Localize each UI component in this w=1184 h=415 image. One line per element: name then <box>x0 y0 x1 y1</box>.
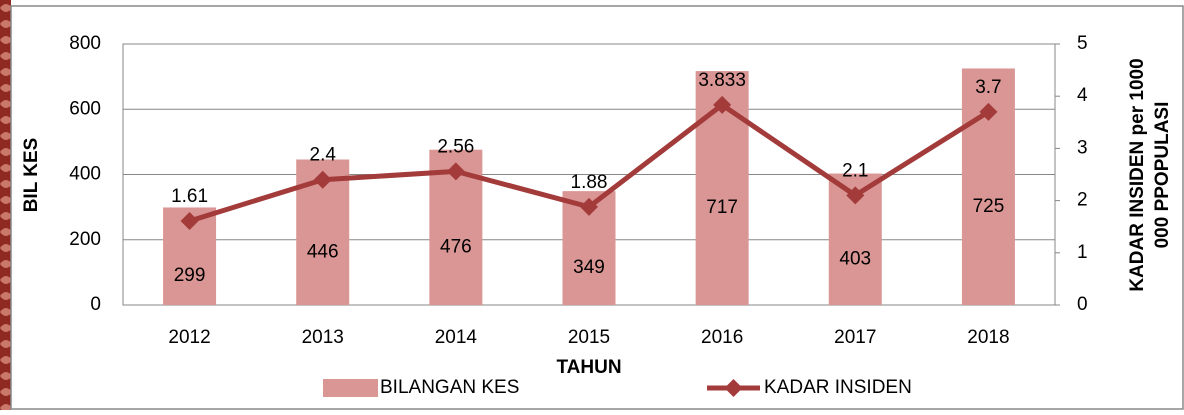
x-tick-label: 2013 <box>302 327 344 348</box>
line-marker <box>713 95 732 114</box>
x-tick-label: 2015 <box>568 327 610 348</box>
legend-label: BILANGAN KES <box>380 377 519 398</box>
legend-label: KADAR INSIDEN <box>764 377 912 398</box>
data-label: 3.833 <box>698 70 746 91</box>
y2-tick-label: 1 <box>1077 242 1088 263</box>
data-label: 349 <box>573 257 605 278</box>
y-tick-label: 200 <box>69 229 101 250</box>
data-label: 1.61 <box>171 186 208 207</box>
y-tick-label: 0 <box>90 294 101 315</box>
line-marker <box>446 162 465 181</box>
data-label: 2.1 <box>842 160 868 181</box>
data-label: 3.7 <box>975 77 1001 98</box>
data-label: 2.4 <box>310 145 337 166</box>
y2-axis-title: KADAR INSIDEN per 1000 <box>1127 58 1148 291</box>
data-label: 403 <box>839 248 871 269</box>
data-label: 476 <box>440 236 472 257</box>
legend-swatch <box>323 379 378 397</box>
x-axis-title: TAHUN <box>556 357 621 378</box>
y-tick-label: 400 <box>69 164 101 185</box>
x-tick-label: 2016 <box>701 327 743 348</box>
line-marker <box>313 170 332 189</box>
y2-tick-label: 2 <box>1077 190 1088 211</box>
data-label: 717 <box>706 197 738 218</box>
y2-tick-label: 5 <box>1077 33 1088 54</box>
decor-strip <box>0 0 11 410</box>
data-label: 1.88 <box>571 172 608 193</box>
y2-tick-label: 0 <box>1077 294 1088 315</box>
data-label: 2.56 <box>437 136 474 157</box>
line-marker <box>846 186 865 205</box>
x-tick-label: 2017 <box>834 327 876 348</box>
x-tick-label: 2014 <box>435 327 478 348</box>
y-tick-label: 800 <box>69 33 101 54</box>
data-label: 299 <box>174 265 206 286</box>
y2-tick-label: 4 <box>1077 85 1088 106</box>
line-marker <box>180 211 199 230</box>
data-label: 725 <box>973 196 1005 217</box>
y-tick-label: 600 <box>69 98 101 119</box>
y2-tick-label: 3 <box>1077 137 1088 158</box>
x-tick-label: 2018 <box>967 327 1009 348</box>
line-marker <box>979 102 998 121</box>
data-label: 446 <box>307 241 339 262</box>
legend-marker <box>724 379 743 397</box>
x-tick-label: 2012 <box>168 327 210 348</box>
line-marker <box>580 197 598 216</box>
y2-axis-title: 000 PPOPULASI <box>1152 102 1173 249</box>
y-axis-title: BIL KES <box>21 138 42 213</box>
